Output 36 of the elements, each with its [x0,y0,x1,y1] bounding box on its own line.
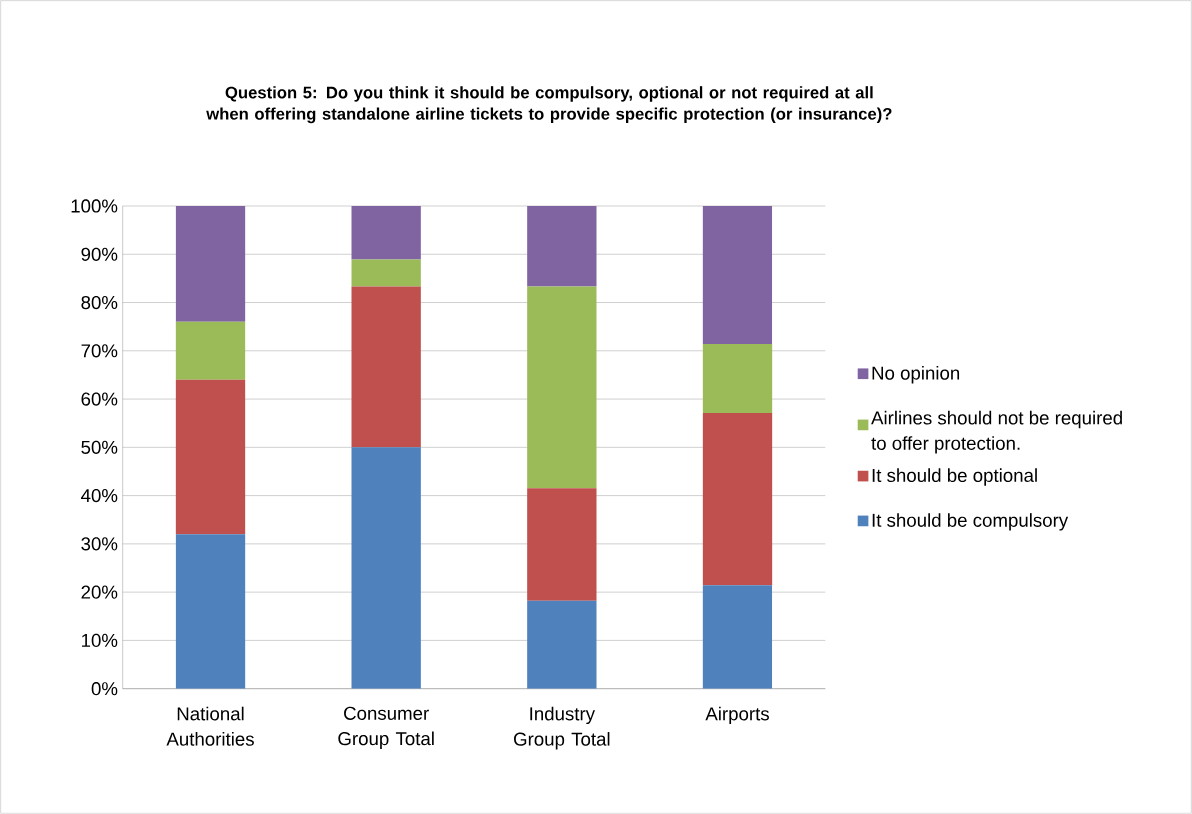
bar [702,413,773,586]
x-tick-label: Industry Group Total [514,706,610,750]
bar [351,447,421,689]
bar [351,205,421,260]
bar [527,488,597,601]
y-tick-label: 90% [81,247,118,261]
y-tick-label: 10% [82,633,118,648]
bar [527,205,597,287]
legend-label: It should be compulsory [872,513,1069,531]
bar [702,585,773,689]
y-tick-label: 60% [81,392,118,406]
x-tick-label: National Authorities [166,706,254,746]
legend-label: Airlines should not be required to offer protection. [871,410,1122,454]
y-tick-label: 20% [81,585,118,599]
bar [175,321,246,380]
legend-label: It should be optional [872,468,1037,486]
bar [702,205,773,345]
y-tick-label: 80% [81,295,118,310]
x-tick-label: Consumer Group Total [338,706,434,749]
legend-label: No opinion [872,366,960,384]
y-tick-label: 40% [81,488,118,503]
bar [527,286,597,489]
bar [175,205,246,322]
x-tick-label: Airports [705,706,769,725]
y-tick-label: 30% [81,537,118,551]
y-tick-label: 100% [71,199,118,213]
bar [175,379,246,535]
bar [702,344,773,414]
chart-title: Question 5: Do you think it should be compulsory, optional or not required at all when offering standalone airline tickets to provide specific protection (or insurance)? [206,86,892,124]
y-tick-label: 70% [81,344,118,358]
y-tick-label: 50% [81,440,118,454]
bar [351,286,421,448]
y-tick-label: 0% [91,682,118,696]
bar [527,600,597,689]
bar [175,534,246,689]
bar [351,259,421,287]
